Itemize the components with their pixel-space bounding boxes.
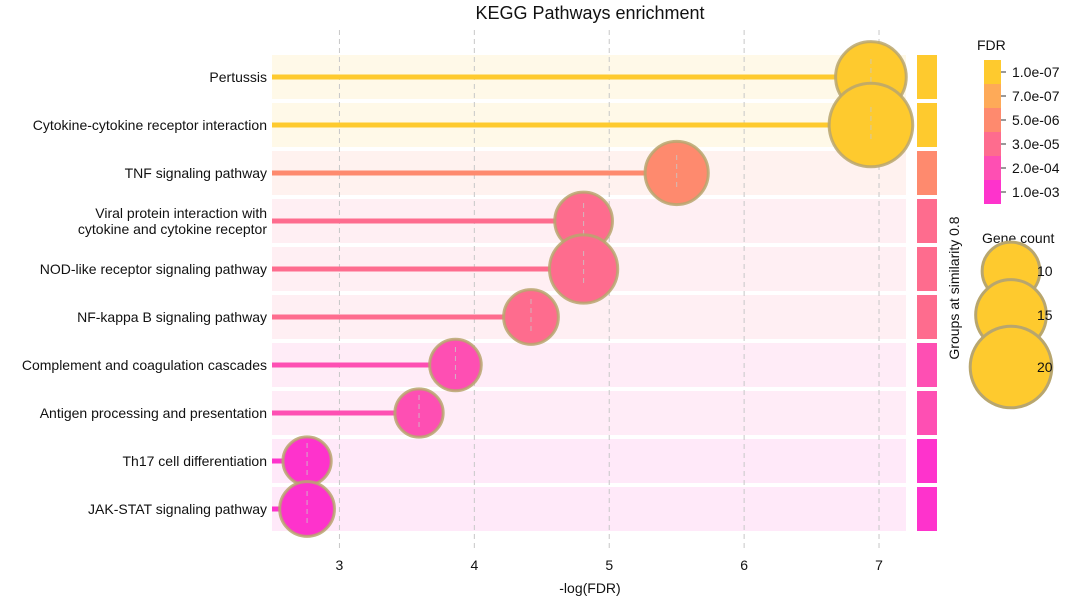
x-tick-label: 7 xyxy=(875,557,883,573)
category-label: JAK-STAT signaling pathway xyxy=(88,501,267,517)
fdr-legend-label: 7.0e-07 xyxy=(1012,88,1060,104)
group-bar xyxy=(917,247,937,291)
size-legend-label: 10 xyxy=(1037,263,1053,279)
size-legend-label: 15 xyxy=(1037,307,1053,323)
fdr-legend-label: 1.0e-07 xyxy=(1012,64,1060,80)
category-label: Pertussis xyxy=(209,69,267,85)
category-label: Viral protein interaction with cytokine a… xyxy=(78,205,267,237)
group-bar xyxy=(917,151,937,195)
x-tick-label: 6 xyxy=(740,557,748,573)
fdr-legend-title: FDR xyxy=(977,37,1006,53)
fdr-legend-swatch xyxy=(984,84,1001,108)
size-legend-title: Gene count xyxy=(982,230,1054,246)
category-label: Th17 cell differentiation xyxy=(123,453,268,469)
group-bar xyxy=(917,199,937,243)
fdr-legend-swatch xyxy=(984,60,1001,84)
group-bar xyxy=(917,55,937,99)
category-label: TNF signaling pathway xyxy=(125,165,267,181)
group-bar xyxy=(917,103,937,147)
group-bar xyxy=(917,391,937,435)
fdr-legend-label: 2.0e-04 xyxy=(1012,160,1060,176)
row-band xyxy=(272,439,906,483)
size-legend-circle xyxy=(968,324,1054,410)
fdr-legend-swatch xyxy=(984,132,1001,156)
category-label: Complement and coagulation cascades xyxy=(22,357,267,373)
fdr-legend-swatch xyxy=(984,108,1001,132)
group-bar xyxy=(917,487,937,531)
category-label: NF-kappa B signaling pathway xyxy=(77,309,267,325)
x-axis-label: -log(FDR) xyxy=(559,580,620,596)
chart-title: KEGG Pathways enrichment xyxy=(475,3,704,23)
category-label: Antigen processing and presentation xyxy=(40,405,267,421)
group-bar xyxy=(917,295,937,339)
fdr-legend-swatch xyxy=(984,180,1001,204)
fdr-legend-label: 5.0e-06 xyxy=(1012,112,1060,128)
category-label: Cytokine-cytokine receptor interaction xyxy=(33,117,267,133)
row-band xyxy=(272,487,906,531)
x-tick-label: 5 xyxy=(605,557,613,573)
x-tick-label: 3 xyxy=(336,557,344,573)
category-label: NOD-like receptor signaling pathway xyxy=(40,261,267,277)
fdr-legend-label: 3.0e-05 xyxy=(1012,136,1060,152)
fdr-legend-swatch xyxy=(984,156,1001,180)
x-tick-label: 4 xyxy=(470,557,478,573)
group-bar xyxy=(917,343,937,387)
groups-axis-label: Groups at similarity 0.8 xyxy=(946,216,962,359)
size-legend-label: 20 xyxy=(1037,359,1053,375)
fdr-legend-label: 1.0e-03 xyxy=(1012,184,1060,200)
group-bar xyxy=(917,439,937,483)
